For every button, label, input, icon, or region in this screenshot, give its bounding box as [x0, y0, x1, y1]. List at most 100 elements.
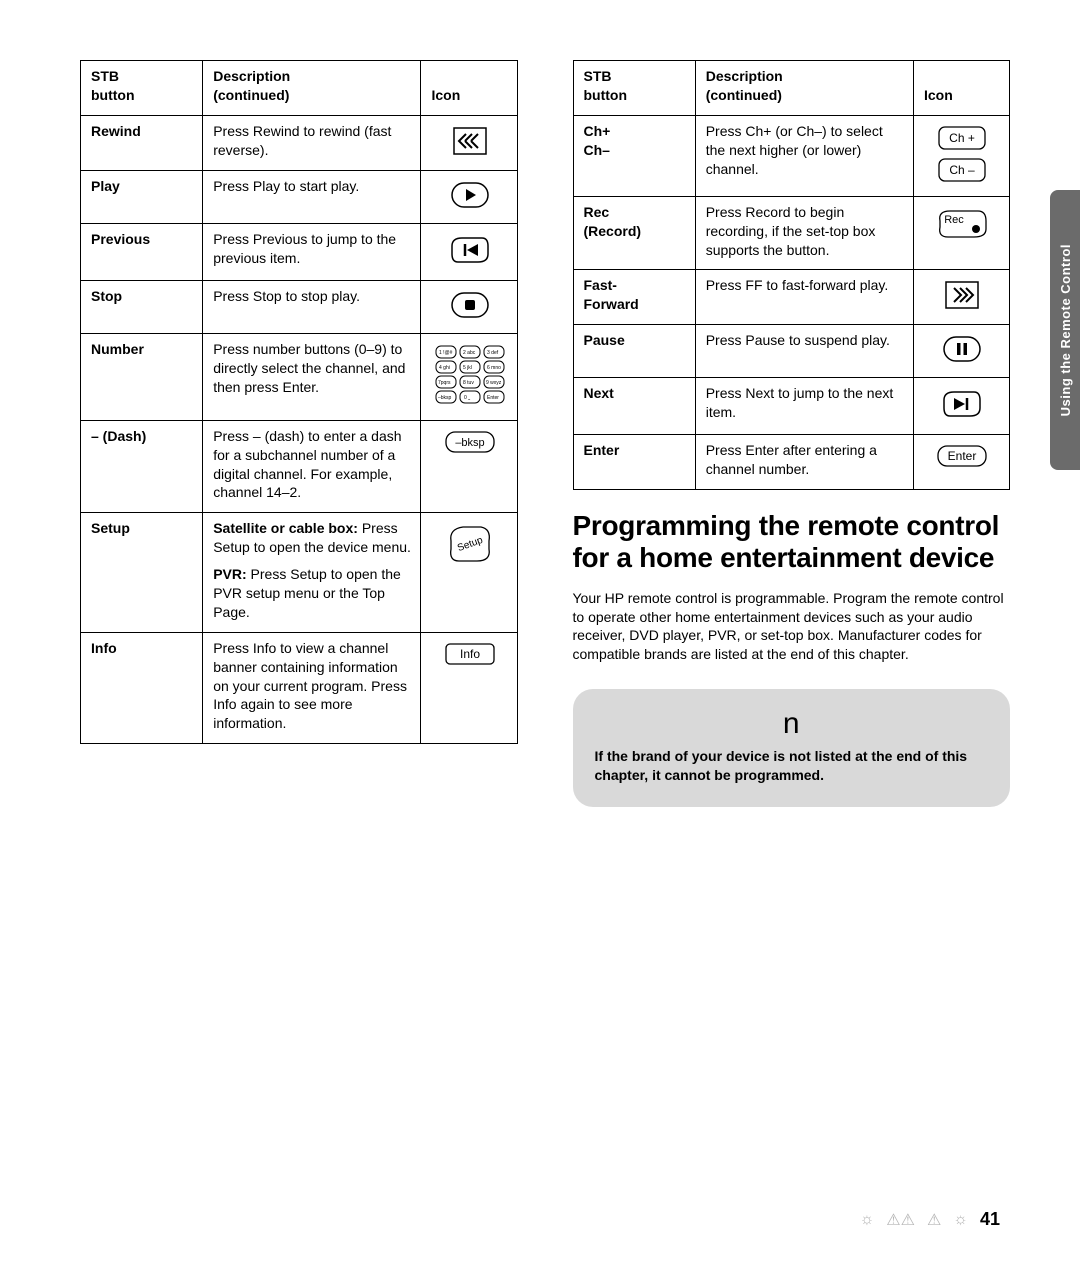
svg-text:–bksp: –bksp: [455, 437, 484, 449]
row-button-l2: (Record): [584, 222, 687, 241]
svg-text:8 tuv: 8 tuv: [463, 380, 474, 386]
rewind-icon: [452, 126, 488, 156]
row-button-l2: Ch–: [584, 141, 687, 160]
row-desc: Press Previous to jump to the previous i…: [203, 223, 421, 280]
info-icon: Info: [445, 643, 495, 665]
icon-cell: [421, 115, 517, 170]
table-row: Ch+ Ch– Press Ch+ (or Ch–) to select the…: [573, 115, 1010, 196]
row-desc: Press Enter after entering a channel num…: [695, 435, 913, 490]
icon-cell: Setup: [421, 513, 517, 632]
svg-text:9 wxyz: 9 wxyz: [486, 380, 502, 386]
next-icon: [940, 388, 984, 420]
stop-icon: [450, 291, 490, 319]
row-button: Rec (Record): [573, 196, 695, 270]
row-button-l2: Forward: [584, 295, 687, 314]
svg-text:2 abc: 2 abc: [463, 350, 476, 356]
svg-text:Ch +: Ch +: [950, 131, 976, 145]
side-tab-label: Using the Remote Control: [1058, 244, 1073, 416]
page-footer: ☼ ⚠⚠ ⚠ ☼ 41: [860, 1209, 1000, 1230]
table-row: Number Press number buttons (0–9) to dir…: [81, 333, 518, 420]
row-desc: Press Next to jump to the next item.: [695, 378, 913, 435]
svg-text:6 mno: 6 mno: [487, 365, 501, 371]
svg-text:Rec: Rec: [945, 214, 965, 226]
note-glyph-icon: n: [595, 707, 989, 741]
row-desc: Press Ch+ (or Ch–) to select the next hi…: [695, 115, 913, 196]
table-row: Setup Satellite or cable box: Press Setu…: [81, 513, 518, 632]
row-desc: Press number buttons (0–9) to directly s…: [203, 333, 421, 420]
icon-cell: [913, 325, 1009, 378]
row-button-l1: Ch+: [584, 122, 687, 141]
row-button: Ch+ Ch–: [573, 115, 695, 196]
page-number: 41: [980, 1209, 1000, 1230]
stb-table-right: STBbutton Description(continued) Icon: [573, 60, 1011, 490]
table-row: Play Press Play to start play.: [81, 170, 518, 223]
row-button-l1: Pause: [584, 332, 625, 348]
row-button: Next: [573, 378, 695, 435]
icon-cell: Enter: [913, 435, 1009, 490]
row-button-l1: Enter: [584, 442, 620, 458]
icon-cell: [913, 378, 1009, 435]
svg-text:Info: Info: [460, 647, 480, 661]
table-row: Previous Press Previous to jump to the p…: [81, 223, 518, 280]
row-button: Pause: [573, 325, 695, 378]
row-button: – (Dash): [81, 420, 203, 513]
row-button: Enter: [573, 435, 695, 490]
number-pad-icon: 1 !@#2 abc3 def 4 ghi5 jkl6 mno 7pqrs8 t…: [434, 344, 506, 406]
table-row: Next Press Next to jump to the next item…: [573, 378, 1010, 435]
table-row: – (Dash) Press – (dash) to enter a dash …: [81, 420, 518, 513]
ch-plus-icon: Ch +: [938, 126, 986, 150]
section-heading: Programming the remote control for a hom…: [573, 510, 1011, 574]
th-icon: Icon: [913, 61, 1009, 116]
ch-minus-icon: Ch –: [938, 158, 986, 182]
row-button: Previous: [81, 223, 203, 280]
row-desc: Press Play to start play.: [203, 170, 421, 223]
row-desc: Press Info to view a channel banner cont…: [203, 632, 421, 743]
icon-cell: Ch + Ch –: [913, 115, 1009, 196]
svg-text:3 def: 3 def: [487, 350, 499, 356]
row-desc: Satellite or cable box: Press Setup to o…: [203, 513, 421, 632]
note-text: If the brand of your device is not liste…: [595, 747, 989, 785]
svg-text:Enter: Enter: [487, 395, 499, 401]
row-button-l1: Fast-: [584, 276, 687, 295]
footer-bulb-icon: ☼: [860, 1211, 875, 1229]
row-button: Info: [81, 632, 203, 743]
row-desc: Press Pause to suspend play.: [695, 325, 913, 378]
footer-warning-icon: ⚠: [927, 1210, 941, 1230]
footer-bulb-icon: ☼: [953, 1211, 968, 1229]
fast-forward-icon: [944, 280, 980, 310]
row-desc: Press Record to begin recording, if the …: [695, 196, 913, 270]
setup-icon: Setup: [445, 523, 495, 565]
table-row: Stop Press Stop to stop play.: [81, 280, 518, 333]
svg-text:Ch –: Ch –: [950, 163, 976, 177]
icon-cell: [421, 223, 517, 280]
svg-text:1 !@#: 1 !@#: [439, 350, 453, 356]
row-button-l1: Rec: [584, 203, 687, 222]
table-row: Pause Press Pause to suspend play.: [573, 325, 1010, 378]
section-body: Your HP remote control is programmable. …: [573, 589, 1011, 665]
play-icon: [450, 181, 490, 209]
stb-table-left: STBbutton Description(continued) Icon Re…: [80, 60, 518, 744]
svg-text:7pqrs: 7pqrs: [438, 380, 451, 386]
svg-text:–bksp: –bksp: [438, 395, 452, 401]
icon-cell: 1 !@#2 abc3 def 4 ghi5 jkl6 mno 7pqrs8 t…: [421, 333, 517, 420]
row-desc: Press Stop to stop play.: [203, 280, 421, 333]
footer-warning-icon: ⚠⚠: [886, 1210, 915, 1230]
svg-text:0 ⎵: 0 ⎵: [464, 395, 470, 401]
row-button: Setup: [81, 513, 203, 632]
row-desc: Press FF to fast-forward play.: [695, 270, 913, 325]
svg-text:Setup: Setup: [456, 535, 485, 554]
row-button: Rewind: [81, 115, 203, 170]
table-row: Enter Press Enter after entering a chann…: [573, 435, 1010, 490]
table-row: Info Press Info to view a channel banner…: [81, 632, 518, 743]
row-button: Stop: [81, 280, 203, 333]
row-desc: Press – (dash) to enter a dash for a sub…: [203, 420, 421, 513]
setup-lead-1: Satellite or cable box:: [213, 520, 358, 536]
th-button: STBbutton: [81, 61, 203, 116]
svg-text:4 ghi: 4 ghi: [439, 365, 450, 371]
previous-icon: [448, 234, 492, 266]
row-button: Play: [81, 170, 203, 223]
setup-lead-2: PVR:: [213, 566, 246, 582]
pause-icon: [942, 335, 982, 363]
table-row: Rewind Press Rewind to rewind (fast reve…: [81, 115, 518, 170]
note-box: n If the brand of your device is not lis…: [573, 689, 1011, 807]
